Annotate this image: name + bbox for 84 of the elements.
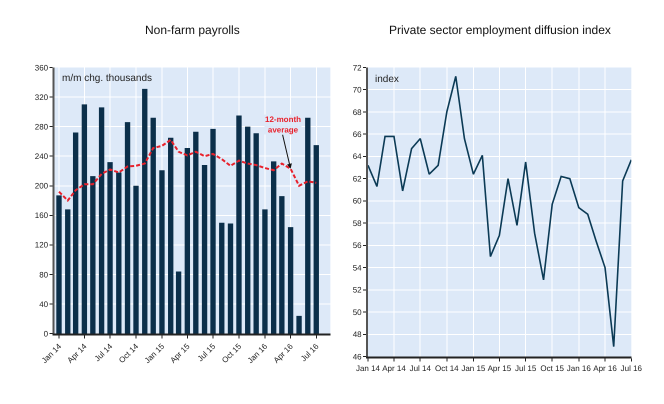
y-tick-label: 320 (34, 92, 49, 102)
bar (150, 118, 156, 334)
bar (279, 196, 285, 334)
bar (296, 316, 302, 334)
y-tick-label: 40 (39, 300, 49, 309)
y-tick-label: 68 (352, 108, 362, 117)
bar (168, 138, 174, 334)
x-tick-label: Apr 15 (488, 364, 512, 373)
y-tick-label: 120 (34, 240, 49, 250)
x-tick-label: Jul 14 (92, 341, 115, 364)
bar (236, 116, 242, 334)
y-tick-label: 54 (352, 263, 362, 272)
y-tick-label: 360 (34, 63, 49, 72)
y-tick-label: 46 (352, 352, 362, 362)
y-tick-label: 56 (352, 241, 362, 250)
x-tick-label: Apr 14 (382, 364, 406, 373)
y-axis-title: m/m chg. thousands (62, 73, 152, 84)
x-tick-label: Jul 14 (410, 364, 432, 373)
x-tick-label: Jul 15 (196, 341, 218, 364)
bar (210, 128, 216, 334)
annotation: 12-month average (265, 115, 302, 134)
x-tick-label: Jul 16 (620, 364, 643, 373)
line-series (58, 138, 318, 202)
bar (107, 162, 113, 334)
x-tick-label: Jan 14 (40, 341, 64, 366)
x-tick-label: Jan 16 (566, 364, 592, 373)
x-tick-label: Jan 15 (142, 341, 167, 366)
y-tick-label: 72 (352, 63, 362, 72)
bar (184, 148, 190, 334)
y-tick-label: 62 (352, 174, 362, 184)
x-tick-label: Jan 15 (461, 364, 486, 373)
y-tick-label: 60 (352, 196, 362, 206)
y-tick-label: 0 (44, 329, 49, 338)
chart-title: Private sector employment diffusion index (389, 23, 611, 37)
y-tick-label: 52 (352, 286, 362, 295)
y-tick-label: 280 (34, 122, 49, 132)
y-tick-label: 80 (39, 270, 49, 280)
bar (65, 209, 70, 334)
x-tick-label: Oct 14 (117, 341, 141, 365)
bar (159, 170, 165, 334)
bar (314, 145, 319, 334)
x-tick-label: Jan 14 (356, 364, 381, 373)
x-tick-label: Oct 15 (540, 364, 565, 373)
bar (124, 122, 130, 334)
bar (228, 223, 234, 334)
bar (253, 133, 259, 334)
line-series (368, 76, 632, 348)
bar (288, 227, 294, 334)
x-tick-label: Oct 15 (220, 341, 244, 365)
y-tick-label: 64 (352, 152, 362, 162)
bar (262, 209, 268, 334)
bar (133, 186, 139, 334)
x-tick-label: Apr 16 (272, 341, 296, 365)
y-axis-title: index (375, 74, 399, 85)
x-tick-label: Apr 14 (66, 341, 90, 365)
bar (219, 222, 224, 334)
y-tick-label: 160 (34, 211, 49, 220)
bar (176, 272, 182, 334)
y-tick-label: 70 (352, 85, 362, 94)
bar (245, 126, 250, 334)
y-tick-label: 240 (34, 152, 49, 161)
bar (98, 107, 104, 334)
bar (202, 165, 208, 334)
x-tick-label: Jan 16 (246, 341, 270, 366)
bar (82, 104, 88, 334)
x-tick-label: Apr 16 (593, 364, 618, 373)
bar (193, 132, 198, 334)
bar (142, 88, 148, 334)
bar (72, 132, 78, 334)
x-tick-label: Jul 15 (514, 364, 537, 373)
x-tick-label: Apr 15 (168, 341, 192, 365)
chart-title: Non-farm payrolls (145, 23, 240, 37)
y-tick-label: 200 (34, 182, 49, 191)
bar (56, 195, 62, 334)
x-tick-label: Jul 16 (299, 341, 321, 364)
bar (270, 161, 276, 334)
y-tick-label: 66 (352, 130, 362, 139)
bar (305, 118, 310, 334)
bar (90, 176, 96, 334)
x-tick-label: Oct 14 (435, 364, 460, 373)
y-tick-label: 48 (352, 330, 362, 340)
bar (116, 172, 122, 334)
y-tick-label: 50 (352, 308, 362, 317)
y-tick-label: 58 (352, 218, 362, 228)
